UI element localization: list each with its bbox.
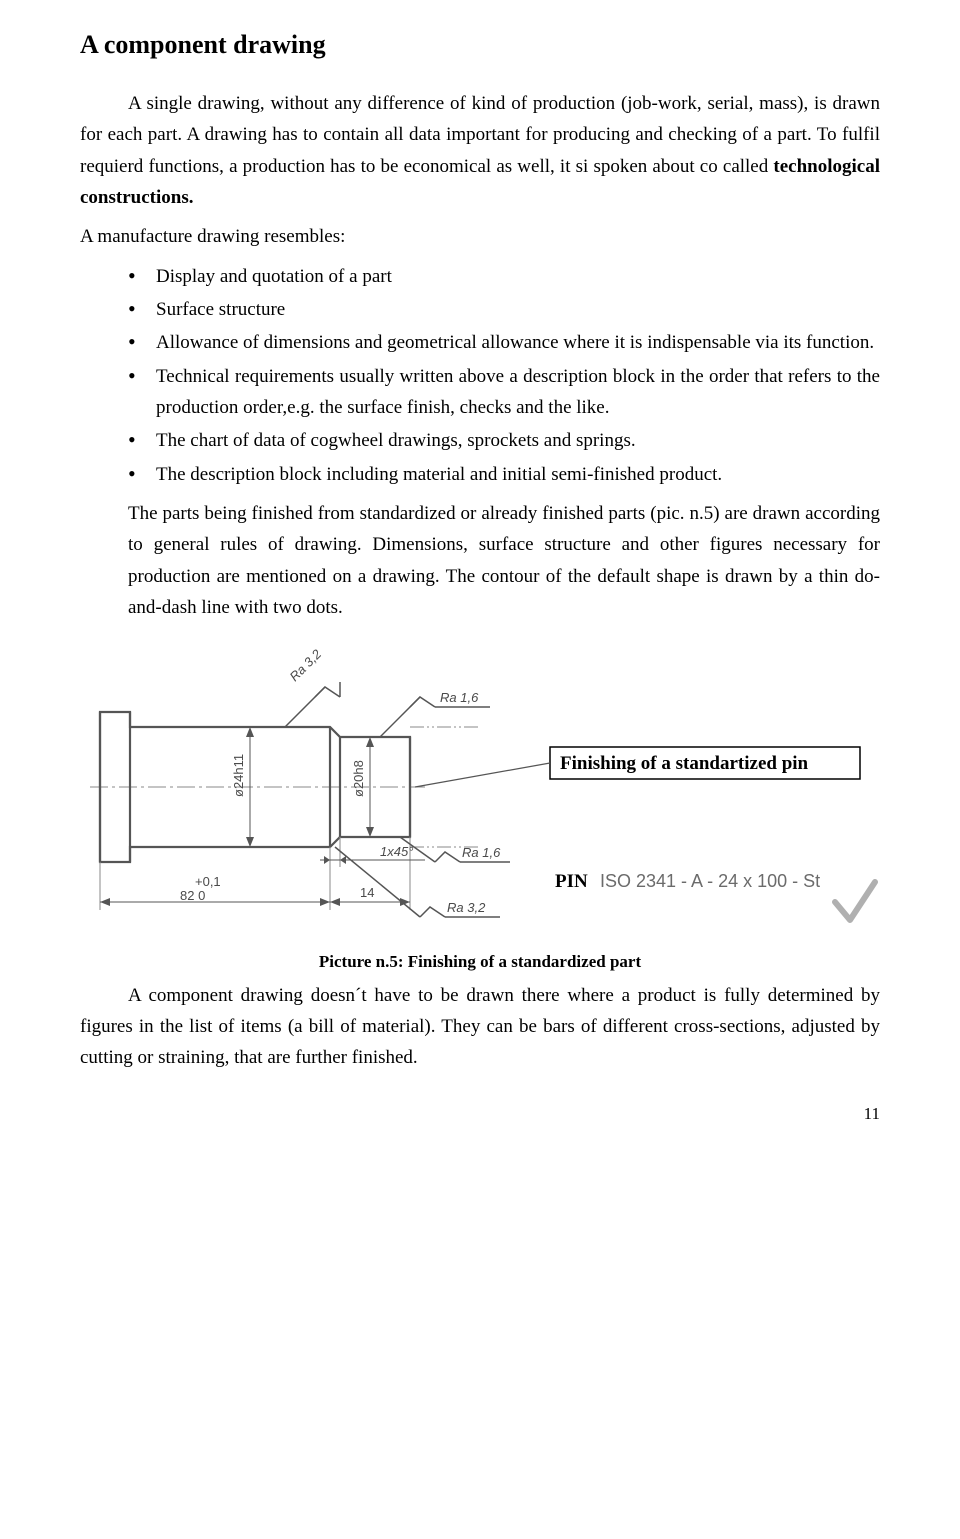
dim-len1-bot: 82 0	[180, 888, 205, 903]
after-bullets-paragraph: The parts being finished from standardiz…	[128, 498, 880, 623]
annotation-title: Finishing of a standartized pin	[415, 747, 860, 787]
surface-ra-3: Ra 1,6	[462, 845, 501, 860]
pin-label-rest: ISO 2341 - A - 24 x 100 - St	[600, 871, 820, 891]
figure-caption: Picture n.5: Finishing of a standardized…	[80, 952, 880, 972]
surface-ra-2: Ra 1,6	[440, 690, 479, 705]
intro-paragraph: A single drawing, without any difference…	[80, 88, 880, 213]
surface-symbol-2: Ra 1,6	[380, 690, 490, 737]
page-number: 11	[80, 1104, 880, 1124]
dim-len1-top: +0,1	[195, 874, 221, 889]
list-item: Allowance of dimensions and geometrical …	[128, 327, 880, 358]
engineering-drawing-svg: ø24h11 ø20h8 +0,1 82 0	[80, 642, 880, 942]
closing-paragraph: A component drawing doesn´t have to be d…	[80, 980, 880, 1074]
check-icon	[835, 882, 875, 920]
dim-diam2: ø20h8	[351, 737, 374, 837]
annotation-title-text: Finishing of a standartized pin	[560, 753, 809, 774]
list-item: The description block including material…	[128, 459, 880, 490]
caption-rest: Finishing of a standardized part	[408, 952, 641, 971]
dim-chamfer-text: 1x45°	[380, 844, 413, 859]
dim-diam1-text: ø24h11	[231, 753, 246, 796]
surface-symbol-3: Ra 1,6	[400, 837, 510, 862]
page: A component drawing A single drawing, wi…	[0, 0, 960, 1164]
list-item: The chart of data of cogwheel drawings, …	[128, 425, 880, 456]
annotation-pin-label: PIN ISO 2341 - A - 24 x 100 - St	[555, 871, 820, 892]
heading: A component drawing	[80, 30, 880, 60]
intro-lead: A manufacture drawing resembles:	[80, 221, 880, 252]
figure-pin-drawing: ø24h11 ø20h8 +0,1 82 0	[80, 642, 880, 942]
dim-len2-text: 14	[360, 885, 374, 900]
pin-label-bold: PIN	[555, 871, 588, 892]
list-item: Surface structure	[128, 294, 880, 325]
list-item: Display and quotation of a part	[128, 261, 880, 292]
dim-len1: +0,1 82 0	[100, 847, 330, 910]
caption-prefix: Picture n.5:	[319, 952, 408, 971]
intro-text-1: A single drawing, without any difference…	[80, 93, 880, 177]
dim-diam2-text: ø20h8	[351, 760, 366, 797]
surface-ra-1: Ra 3,2	[287, 645, 325, 683]
surface-ra-4: Ra 3,2	[447, 900, 486, 915]
list-item: Technical requirements usually written a…	[128, 361, 880, 424]
surface-symbol-1: Ra 3,2	[285, 645, 340, 726]
bullet-list: Display and quotation of a part Surface …	[80, 261, 880, 490]
